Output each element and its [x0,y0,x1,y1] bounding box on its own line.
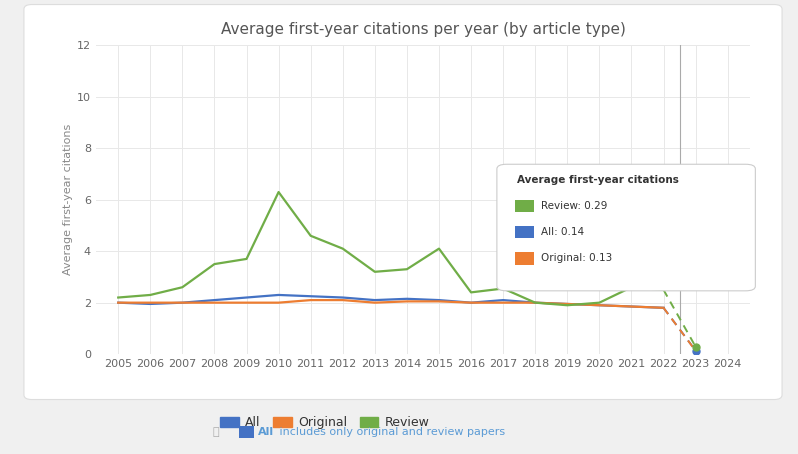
Text: Review: 0.29: Review: 0.29 [541,201,607,211]
Text: Average first-year citations: Average first-year citations [516,175,678,185]
Legend: All, Original, Review: All, Original, Review [215,411,435,434]
Text: All: All [258,427,274,437]
Text: All: 0.14: All: 0.14 [541,227,584,237]
Bar [515,200,534,212]
Y-axis label: Average first-year citations: Average first-year citations [62,124,73,276]
Bar [515,226,534,238]
FancyBboxPatch shape [497,164,756,291]
Bar [515,252,534,265]
Text: ⓘ: ⓘ [212,427,219,437]
Text: includes only original and review papers: includes only original and review papers [276,427,505,437]
Text: Original: 0.13: Original: 0.13 [541,253,612,263]
Title: Average first-year citations per year (by article type): Average first-year citations per year (b… [220,22,626,37]
